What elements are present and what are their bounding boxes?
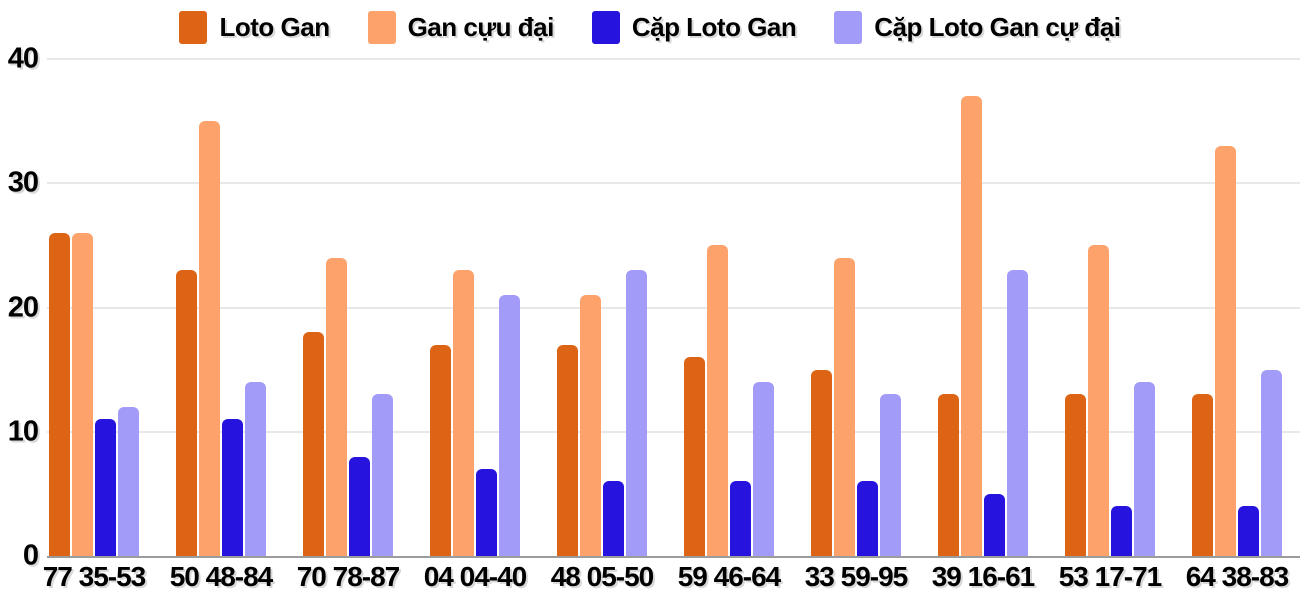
bar-group-2 [303, 59, 393, 556]
y-axis-label: 40 [7, 42, 39, 75]
bar-series-2-group-7 [984, 493, 1005, 556]
bar-series-0-group-4 [557, 344, 578, 556]
bar-series-0-group-9 [1192, 394, 1213, 556]
gridline [47, 58, 1300, 60]
bar-series-2-group-5 [730, 481, 751, 556]
gridline [47, 306, 1300, 309]
x-axis: 77 35-53 50 48-84 70 78-87 04 04-40 48 05-50… [43, 560, 1300, 598]
bar-group-6 [811, 59, 901, 556]
x-axis-label: 77 35-53 [42, 561, 147, 592]
x-axis-label: 70 78-87 [296, 561, 401, 592]
bar-series-0-group-0 [49, 232, 70, 556]
bar-series-1-group-5 [707, 245, 728, 556]
bar-series-0-group-7 [938, 394, 959, 556]
bar-group-9 [1192, 59, 1282, 556]
x-axis-label: 04 04-40 [423, 561, 528, 592]
legend-swatch-icon [367, 10, 396, 44]
y-axis: 0 10 20 30 40 [0, 44, 39, 570]
bar-series-3-group-5 [753, 382, 774, 556]
x-axis-label: 59 46-64 [677, 561, 782, 592]
bar-series-3-group-4 [626, 270, 647, 556]
bar-series-3-group-9 [1261, 369, 1282, 556]
legend-label: Cặp Loto Gan [631, 11, 797, 42]
bar-series-2-group-6 [857, 481, 878, 556]
bar-series-1-group-7 [961, 96, 982, 556]
bar-series-2-group-3 [476, 469, 497, 556]
y-axis-label: 0 [22, 539, 39, 572]
chart-legend: Loto Gan Gan cựu đại Cặp Loto Gan Cặp Loto … [0, 6, 1300, 48]
bar-series-2-group-4 [603, 481, 624, 556]
bar-series-1-group-0 [72, 232, 93, 556]
y-axis-label: 10 [7, 415, 39, 448]
x-axis-label: 64 38-83 [1185, 561, 1290, 592]
bar-series-0-group-8 [1065, 394, 1086, 556]
bar-series-0-group-2 [303, 332, 324, 556]
bar-series-0-group-6 [811, 369, 832, 556]
bar-series-3-group-8 [1134, 382, 1155, 556]
legend-item-0: Loto Gan [179, 10, 330, 44]
bar-series-2-group-2 [349, 456, 370, 556]
plot-area [45, 58, 1300, 558]
bar-series-0-group-5 [684, 357, 705, 556]
x-axis-label: 53 17-71 [1058, 561, 1163, 592]
legend-label: Gan cựu đại [407, 11, 555, 42]
bar-series-3-group-6 [880, 394, 901, 556]
bar-series-3-group-3 [499, 295, 520, 556]
bar-series-1-group-8 [1088, 245, 1109, 556]
bar-series-3-group-7 [1007, 270, 1028, 556]
bar-series-3-group-0 [118, 406, 139, 556]
bar-group-5 [684, 59, 774, 556]
legend-swatch-icon [591, 10, 620, 44]
bar-series-1-group-3 [453, 270, 474, 556]
bar-series-2-group-8 [1111, 506, 1132, 556]
legend-item-3: Cặp Loto Gan cự đại [834, 10, 1121, 44]
bar-group-4 [557, 59, 647, 556]
bar-series-1-group-2 [326, 257, 347, 556]
legend-label: Loto Gan [219, 11, 330, 42]
bar-group-3 [430, 59, 520, 556]
x-axis-baseline [47, 556, 1300, 558]
x-axis-label: 39 16-61 [931, 561, 1036, 592]
gridline [47, 182, 1300, 185]
bar-series-0-group-3 [430, 344, 451, 556]
bar-series-2-group-0 [95, 419, 116, 556]
legend-item-2: Cặp Loto Gan [591, 10, 797, 44]
bar-series-0-group-1 [176, 270, 197, 556]
x-axis-label: 50 48-84 [169, 561, 274, 592]
bar-series-1-group-6 [834, 257, 855, 556]
bar-series-3-group-1 [245, 382, 266, 556]
legend-swatch-icon [834, 10, 863, 44]
x-axis-label: 33 59-95 [804, 561, 909, 592]
gridline [47, 430, 1300, 433]
bar-series-2-group-1 [222, 419, 243, 556]
bar-group-7 [938, 59, 1028, 556]
bar-series-3-group-2 [372, 394, 393, 556]
bar-series-1-group-4 [580, 295, 601, 556]
bar-series-1-group-1 [199, 121, 220, 556]
bar-group-1 [176, 59, 266, 556]
bar-series-1-group-9 [1215, 145, 1236, 556]
bar-group-8 [1065, 59, 1155, 556]
y-axis-label: 20 [7, 291, 39, 323]
y-axis-label: 30 [7, 166, 39, 199]
bar-series-2-group-9 [1238, 506, 1259, 556]
legend-swatch-icon [179, 10, 208, 44]
x-axis-label: 48 05-50 [550, 561, 655, 592]
bar-group-0 [49, 59, 139, 556]
legend-item-1: Gan cựu đại [367, 10, 555, 44]
legend-label: Cặp Loto Gan cự đại [874, 11, 1121, 42]
